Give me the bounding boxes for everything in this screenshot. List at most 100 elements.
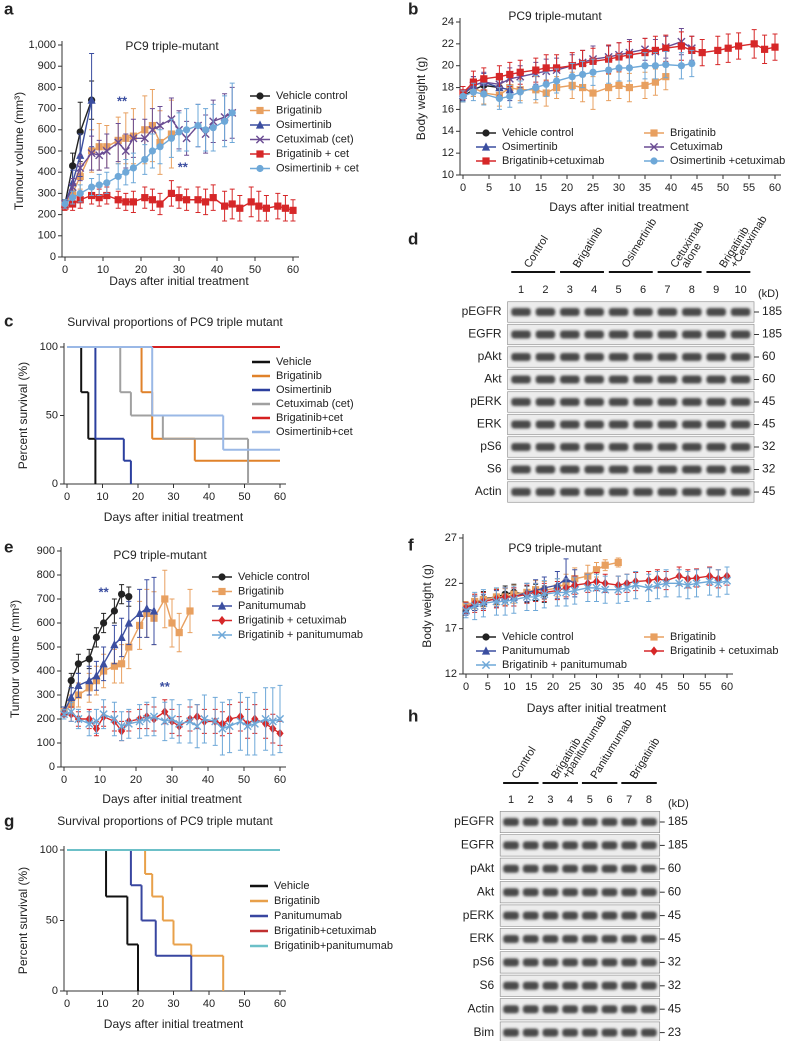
marker xyxy=(724,44,732,52)
blot-band xyxy=(522,1028,539,1037)
blot-band xyxy=(503,911,519,920)
legend-label: Vehicle control xyxy=(276,90,348,102)
x-axis-label: Days after initial treatment xyxy=(109,274,249,288)
legend-label: Osimertinib +cetuximab xyxy=(670,155,785,167)
x-tick-label: 60 xyxy=(287,264,299,276)
row-label: EGFR xyxy=(461,838,495,852)
blot-band xyxy=(682,375,702,384)
y-axis-label: Body weight (g) xyxy=(414,57,428,140)
blot-band xyxy=(601,935,618,943)
marker xyxy=(653,581,662,590)
lane-number: 8 xyxy=(689,284,695,296)
y-tick-label: 600 xyxy=(37,617,55,629)
blot-band xyxy=(511,420,531,429)
y-tick-label: 600 xyxy=(38,124,56,136)
y-tick-label: 200 xyxy=(37,713,55,725)
blot-band xyxy=(608,353,629,361)
legend-label: Panitumumab xyxy=(238,600,306,612)
marker xyxy=(167,134,175,142)
legend-marker xyxy=(481,142,491,151)
kd-label: 45 xyxy=(762,394,776,408)
marker xyxy=(651,46,659,55)
marker xyxy=(281,204,289,212)
y-tick-label: 500 xyxy=(37,641,55,653)
legend-marker xyxy=(650,633,658,641)
marker xyxy=(175,128,183,136)
marker xyxy=(614,558,622,567)
blot-band xyxy=(657,488,678,496)
blot-band xyxy=(522,888,539,897)
lane-number: 8 xyxy=(646,794,652,806)
blot-band xyxy=(522,935,539,943)
kd-label: 32 xyxy=(668,978,682,992)
blot-band xyxy=(682,488,702,496)
marker xyxy=(261,714,270,724)
blot-band xyxy=(601,888,618,897)
marker xyxy=(250,719,259,728)
blot-band xyxy=(608,330,629,339)
panel-label: f xyxy=(408,535,414,554)
legend-label: Brigatinib+cet xyxy=(276,412,343,424)
y-axis-label: Body weight (g) xyxy=(420,564,434,647)
marker xyxy=(275,714,285,724)
marker xyxy=(160,717,169,726)
lane-number: 10 xyxy=(734,284,746,296)
marker xyxy=(262,204,270,212)
blot-band xyxy=(608,443,629,451)
legend-marker xyxy=(481,646,491,655)
blot-band xyxy=(503,888,519,897)
marker xyxy=(662,579,671,588)
marker xyxy=(516,88,524,96)
blot-band xyxy=(503,818,519,826)
blot-band xyxy=(682,353,702,361)
legend-label: Osimertinib + cet xyxy=(276,162,359,174)
marker xyxy=(561,588,571,597)
marker xyxy=(615,64,623,72)
marker xyxy=(92,671,101,680)
marker xyxy=(605,66,613,74)
blot-band xyxy=(730,420,751,429)
marker xyxy=(202,126,210,134)
blot-band xyxy=(535,465,556,474)
marker xyxy=(480,90,488,98)
marker xyxy=(568,73,576,81)
marker xyxy=(218,724,227,733)
marker xyxy=(461,606,471,615)
marker xyxy=(193,722,202,731)
marker xyxy=(289,206,297,214)
blot-band xyxy=(633,465,653,474)
marker xyxy=(255,202,263,210)
blot-band xyxy=(560,308,580,316)
marker xyxy=(99,710,108,719)
marker xyxy=(114,196,122,204)
marker xyxy=(67,677,75,685)
y-tick-label: 100 xyxy=(38,230,56,242)
x-tick-label: 50 xyxy=(238,998,250,1010)
marker xyxy=(87,149,96,158)
blot-band xyxy=(584,353,604,361)
chart-title: PC9 triple-mutant xyxy=(125,39,219,53)
marker xyxy=(68,182,77,192)
blot-band xyxy=(542,818,559,826)
marker xyxy=(167,714,177,724)
marker xyxy=(141,194,149,202)
group-label: Control xyxy=(522,234,551,270)
marker xyxy=(85,655,93,663)
marker xyxy=(677,62,686,70)
marker xyxy=(76,150,85,159)
kd-label: 185 xyxy=(668,838,688,852)
x-axis-label: Days after initial treatment xyxy=(104,510,244,524)
x-tick-label: 25 xyxy=(587,182,599,194)
marker xyxy=(243,722,252,731)
marker xyxy=(553,588,562,597)
blot-band xyxy=(581,935,598,943)
marker xyxy=(142,714,151,724)
marker xyxy=(469,78,477,86)
marker xyxy=(705,577,714,586)
row-label: pS6 xyxy=(480,439,502,453)
kd-label: 185 xyxy=(762,327,782,341)
blot-band xyxy=(584,420,604,429)
marker xyxy=(532,66,540,74)
row-label: S6 xyxy=(479,978,494,992)
marker xyxy=(183,196,191,204)
